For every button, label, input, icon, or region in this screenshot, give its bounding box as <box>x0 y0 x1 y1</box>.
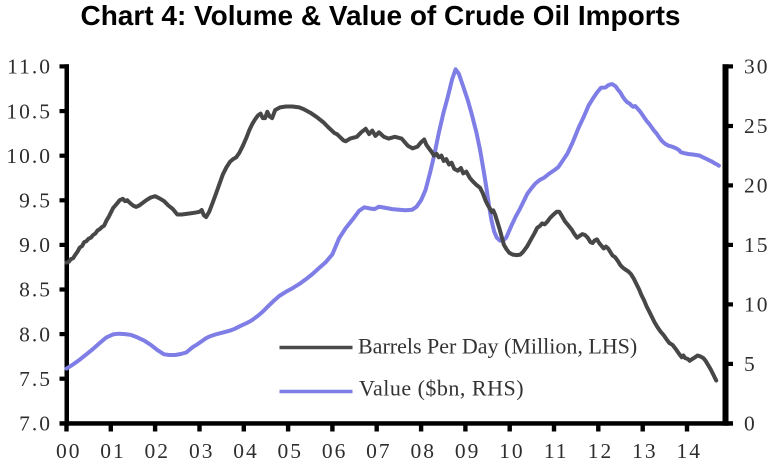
svg-text:25: 25 <box>744 114 770 138</box>
svg-text:00: 00 <box>56 439 82 462</box>
svg-text:Value ($bn, RHS): Value ($bn, RHS) <box>359 376 524 401</box>
svg-text:10: 10 <box>499 439 525 462</box>
svg-text:10.0: 10.0 <box>6 144 52 168</box>
svg-text:9.0: 9.0 <box>19 233 52 257</box>
svg-text:10.5: 10.5 <box>6 99 52 123</box>
svg-text:7.5: 7.5 <box>19 367 52 391</box>
svg-text:12: 12 <box>588 439 614 462</box>
svg-text:01: 01 <box>100 439 126 462</box>
svg-text:10: 10 <box>744 293 770 317</box>
svg-text:9.5: 9.5 <box>19 189 52 213</box>
svg-text:8.0: 8.0 <box>19 322 52 346</box>
svg-text:Barrels Per Day (Million, LHS): Barrels Per Day (Million, LHS) <box>358 334 637 359</box>
svg-text:07: 07 <box>366 439 392 462</box>
svg-text:20: 20 <box>744 174 770 198</box>
svg-text:8.5: 8.5 <box>19 278 52 302</box>
svg-text:7.0: 7.0 <box>19 412 52 436</box>
svg-text:11: 11 <box>544 439 569 462</box>
svg-text:13: 13 <box>632 439 658 462</box>
svg-text:0: 0 <box>744 412 757 436</box>
svg-text:06: 06 <box>322 439 348 462</box>
svg-text:5: 5 <box>744 352 757 376</box>
svg-text:11.0: 11.0 <box>7 55 52 79</box>
svg-text:02: 02 <box>145 439 171 462</box>
svg-text:04: 04 <box>233 439 259 462</box>
svg-text:15: 15 <box>744 233 770 257</box>
svg-text:05: 05 <box>278 439 304 462</box>
svg-text:30: 30 <box>744 55 770 79</box>
svg-text:08: 08 <box>411 439 437 462</box>
svg-text:09: 09 <box>455 439 481 462</box>
svg-text:14: 14 <box>676 439 702 462</box>
svg-text:03: 03 <box>189 439 215 462</box>
